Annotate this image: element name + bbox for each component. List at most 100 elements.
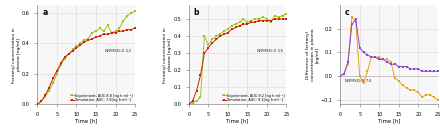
Simulation, AUC: 7.6[ng h ml⁻¹]: (17, 0.46): 7.6[ng h ml⁻¹]: (17, 0.46) — [101, 33, 106, 35]
Simulation, AUC: 7.6[ng h ml⁻¹]: (16, 0.45): 7.6[ng h ml⁻¹]: (16, 0.45) — [97, 35, 103, 37]
Simulation, AUC: 9.1[ng h ml⁻¹]: (3, 0.17): 9.1[ng h ml⁻¹]: (3, 0.17) — [198, 74, 203, 76]
Simulation, AUC: 9.1[ng h ml⁻¹]: (13, 0.46): 9.1[ng h ml⁻¹]: (13, 0.46) — [237, 25, 242, 27]
Experiment, AUC:8.8 [ng h ml⁻¹] — [113, 30, 118, 32]
Experiment, AUC:9.2 [ng h ml⁻¹] — [233, 23, 238, 25]
Line: Simulation, AUC: 7.6[ng h ml⁻¹]: Simulation, AUC: 7.6[ng h ml⁻¹] — [37, 27, 136, 105]
Simulation, AUC: 7.6[ng h ml⁻¹]: (1, 0.02): 7.6[ng h ml⁻¹]: (1, 0.02) — [39, 100, 44, 102]
Simulation, AUC: 7.6[ng h ml⁻¹]: (12, 0.41): 7.6[ng h ml⁻¹]: (12, 0.41) — [82, 41, 87, 43]
Simulation, AUC: 7.6[ng h ml⁻¹]: (5, 0.22): 7.6[ng h ml⁻¹]: (5, 0.22) — [54, 70, 59, 72]
Experiment, AUC:8.8 [ng h ml⁻¹] — [78, 43, 83, 44]
Simulation, AUC: 7.6[ng h ml⁻¹]: (7, 0.31): 7.6[ng h ml⁻¹]: (7, 0.31) — [62, 56, 67, 58]
Simulation, AUC: 9.1[ng h ml⁻¹]: (16, 0.48): 9.1[ng h ml⁻¹]: (16, 0.48) — [249, 22, 254, 23]
Experiment, AUC:8.8 [ng h ml⁻¹] — [70, 49, 75, 50]
Experiment, AUC:9.2 [ng h ml⁻¹] — [245, 22, 250, 23]
Experiment, AUC:8.8 [ng h ml⁻¹] — [105, 24, 110, 26]
X-axis label: Time [h]: Time [h] — [227, 118, 249, 123]
X-axis label: Time [h]: Time [h] — [75, 118, 97, 123]
Simulation, AUC: 9.1[ng h ml⁻¹]: (8, 0.4): 9.1[ng h ml⁻¹]: (8, 0.4) — [217, 35, 223, 37]
Simulation, AUC: 7.6[ng h ml⁻¹]: (23, 0.49): 7.6[ng h ml⁻¹]: (23, 0.49) — [125, 29, 130, 30]
Experiment, AUC:9.2 [ng h ml⁻¹] — [284, 13, 289, 15]
Experiment, AUC:8.8 [ng h ml⁻¹] — [85, 38, 91, 40]
Experiment, AUC:9.2 [ng h ml⁻¹] — [257, 18, 262, 20]
Simulation, AUC: 9.1[ng h ml⁻¹]: (22, 0.5): 9.1[ng h ml⁻¹]: (22, 0.5) — [272, 18, 277, 20]
Line: Experiment, AUC:9.2 [ng h ml⁻¹]: Experiment, AUC:9.2 [ng h ml⁻¹] — [188, 13, 287, 105]
Simulation, AUC: 7.6[ng h ml⁻¹]: (4, 0.17): 7.6[ng h ml⁻¹]: (4, 0.17) — [51, 78, 56, 79]
Experiment, AUC:8.8 [ng h ml⁻¹] — [109, 32, 114, 34]
Simulation, AUC: 9.1[ng h ml⁻¹]: (7, 0.38): 9.1[ng h ml⁻¹]: (7, 0.38) — [213, 39, 219, 40]
Experiment, AUC:9.2 [ng h ml⁻¹] — [225, 28, 231, 30]
Legend: Experiment, AUC:9.2 [ng h ml⁻¹], Simulation, AUC: 9.1[ng h ml⁻¹]: Experiment, AUC:9.2 [ng h ml⁻¹], Simulat… — [221, 93, 285, 103]
Simulation, AUC: 9.1[ng h ml⁻¹]: (9, 0.41): 9.1[ng h ml⁻¹]: (9, 0.41) — [221, 34, 227, 35]
Simulation, AUC: 7.6[ng h ml⁻¹]: (2, 0.06): 7.6[ng h ml⁻¹]: (2, 0.06) — [43, 94, 48, 96]
Simulation, AUC: 9.1[ng h ml⁻¹]: (11, 0.44): 9.1[ng h ml⁻¹]: (11, 0.44) — [229, 28, 235, 30]
Experiment, AUC:9.2 [ng h ml⁻¹] — [253, 18, 258, 20]
Experiment, AUC:9.2 [ng h ml⁻¹] — [221, 30, 227, 32]
Experiment, AUC:9.2 [ng h ml⁻¹] — [249, 20, 254, 21]
Simulation, AUC: 9.1[ng h ml⁻¹]: (1, 0.02): 9.1[ng h ml⁻¹]: (1, 0.02) — [190, 100, 195, 102]
Simulation, AUC: 7.6[ng h ml⁻¹]: (19, 0.47): 7.6[ng h ml⁻¹]: (19, 0.47) — [109, 32, 114, 34]
Experiment, AUC:8.8 [ng h ml⁻¹] — [35, 103, 40, 105]
Experiment, AUC:9.2 [ng h ml⁻¹] — [194, 100, 199, 102]
Simulation, AUC: 7.6[ng h ml⁻¹]: (20, 0.47): 7.6[ng h ml⁻¹]: (20, 0.47) — [113, 32, 118, 34]
Experiment, AUC:9.2 [ng h ml⁻¹] — [229, 25, 235, 27]
Simulation, AUC: 7.6[ng h ml⁻¹]: (13, 0.42): 7.6[ng h ml⁻¹]: (13, 0.42) — [85, 39, 91, 41]
Experiment, AUC:9.2 [ng h ml⁻¹] — [276, 16, 281, 18]
Experiment, AUC:8.8 [ng h ml⁻¹] — [101, 30, 106, 32]
Simulation, AUC: 9.1[ng h ml⁻¹]: (19, 0.49): 9.1[ng h ml⁻¹]: (19, 0.49) — [260, 20, 266, 21]
Simulation, AUC: 7.6[ng h ml⁻¹]: (8, 0.33): 7.6[ng h ml⁻¹]: (8, 0.33) — [66, 53, 71, 55]
Experiment, AUC:8.8 [ng h ml⁻¹] — [132, 11, 138, 12]
Experiment, AUC:8.8 [ng h ml⁻¹] — [121, 20, 126, 21]
Legend: Experiment, AUC:8.8 [ng h ml⁻¹], Simulation, AUC: 7.6[ng h ml⁻¹]: Experiment, AUC:8.8 [ng h ml⁻¹], Simulat… — [70, 93, 133, 103]
Text: c: c — [345, 8, 350, 17]
Simulation, AUC: 9.1[ng h ml⁻¹]: (12, 0.45): 9.1[ng h ml⁻¹]: (12, 0.45) — [233, 27, 238, 28]
Experiment, AUC:8.8 [ng h ml⁻¹] — [47, 90, 52, 91]
Experiment, AUC:8.8 [ng h ml⁻¹] — [39, 100, 44, 102]
Simulation, AUC: 7.6[ng h ml⁻¹]: (18, 0.46): 7.6[ng h ml⁻¹]: (18, 0.46) — [105, 33, 110, 35]
Experiment, AUC:8.8 [ng h ml⁻¹] — [93, 30, 99, 32]
Experiment, AUC:9.2 [ng h ml⁻¹] — [198, 97, 203, 98]
Experiment, AUC:9.2 [ng h ml⁻¹] — [213, 35, 219, 37]
Simulation, AUC: 9.1[ng h ml⁻¹]: (10, 0.42): 9.1[ng h ml⁻¹]: (10, 0.42) — [225, 32, 231, 33]
Y-axis label: Fentanyl concentration in
plasma [ng/ml]: Fentanyl concentration in plasma [ng/ml] — [163, 27, 172, 83]
Experiment, AUC:8.8 [ng h ml⁻¹] — [125, 15, 130, 17]
Y-axis label: Fentanyl concentration in
plasma [ng/ml]: Fentanyl concentration in plasma [ng/ml] — [12, 27, 21, 83]
Simulation, AUC: 7.6[ng h ml⁻¹]: (25, 0.5): 7.6[ng h ml⁻¹]: (25, 0.5) — [132, 27, 138, 29]
Experiment, AUC:8.8 [ng h ml⁻¹] — [97, 27, 103, 29]
Simulation, AUC: 9.1[ng h ml⁻¹]: (15, 0.47): 9.1[ng h ml⁻¹]: (15, 0.47) — [245, 23, 250, 25]
Experiment, AUC:8.8 [ng h ml⁻¹] — [66, 53, 71, 55]
Simulation, AUC: 9.1[ng h ml⁻¹]: (20, 0.49): 9.1[ng h ml⁻¹]: (20, 0.49) — [264, 20, 270, 21]
Simulation, AUC: 7.6[ng h ml⁻¹]: (21, 0.48): 7.6[ng h ml⁻¹]: (21, 0.48) — [117, 30, 122, 32]
Simulation, AUC: 7.6[ng h ml⁻¹]: (15, 0.44): 7.6[ng h ml⁻¹]: (15, 0.44) — [93, 36, 99, 38]
Experiment, AUC:9.2 [ng h ml⁻¹] — [237, 22, 242, 23]
Experiment, AUC:9.2 [ng h ml⁻¹] — [268, 22, 273, 23]
Experiment, AUC:9.2 [ng h ml⁻¹] — [202, 35, 207, 37]
Text: b: b — [194, 8, 199, 17]
Experiment, AUC:9.2 [ng h ml⁻¹] — [260, 16, 266, 18]
Simulation, AUC: 7.6[ng h ml⁻¹]: (3, 0.11): 7.6[ng h ml⁻¹]: (3, 0.11) — [47, 87, 52, 88]
Simulation, AUC: 7.6[ng h ml⁻¹]: (0, 0): 7.6[ng h ml⁻¹]: (0, 0) — [35, 103, 40, 105]
Experiment, AUC:9.2 [ng h ml⁻¹] — [241, 18, 246, 20]
Line: Experiment, AUC:8.8 [ng h ml⁻¹]: Experiment, AUC:8.8 [ng h ml⁻¹] — [37, 10, 136, 105]
Simulation, AUC: 9.1[ng h ml⁻¹]: (17, 0.48): 9.1[ng h ml⁻¹]: (17, 0.48) — [253, 22, 258, 23]
Experiment, AUC:8.8 [ng h ml⁻¹] — [128, 12, 134, 14]
Simulation, AUC: 7.6[ng h ml⁻¹]: (24, 0.49): 7.6[ng h ml⁻¹]: (24, 0.49) — [128, 29, 134, 30]
Simulation, AUC: 7.6[ng h ml⁻¹]: (22, 0.48): 7.6[ng h ml⁻¹]: (22, 0.48) — [121, 30, 126, 32]
Simulation, AUC: 9.1[ng h ml⁻¹]: (24, 0.5): 9.1[ng h ml⁻¹]: (24, 0.5) — [280, 18, 285, 20]
X-axis label: Time [h]: Time [h] — [378, 118, 400, 123]
Experiment, AUC:9.2 [ng h ml⁻¹] — [264, 18, 270, 20]
Experiment, AUC:8.8 [ng h ml⁻¹] — [54, 73, 59, 75]
Simulation, AUC: 9.1[ng h ml⁻¹]: (2, 0.08): 9.1[ng h ml⁻¹]: (2, 0.08) — [194, 90, 199, 91]
Y-axis label: Difference of fentanyl
concentration in plasma
[ng/ml]: Difference of fentanyl concentration in … — [306, 29, 319, 81]
Text: NRMSD:0.12: NRMSD:0.12 — [105, 49, 132, 53]
Experiment, AUC:9.2 [ng h ml⁻¹] — [272, 15, 277, 16]
Simulation, AUC: 9.1[ng h ml⁻¹]: (23, 0.5): 9.1[ng h ml⁻¹]: (23, 0.5) — [276, 18, 281, 20]
Simulation, AUC: 7.6[ng h ml⁻¹]: (10, 0.37): 7.6[ng h ml⁻¹]: (10, 0.37) — [74, 47, 79, 49]
Experiment, AUC:8.8 [ng h ml⁻¹] — [74, 46, 79, 47]
Simulation, AUC: 9.1[ng h ml⁻¹]: (14, 0.47): 9.1[ng h ml⁻¹]: (14, 0.47) — [241, 23, 246, 25]
Simulation, AUC: 9.1[ng h ml⁻¹]: (6, 0.36): 9.1[ng h ml⁻¹]: (6, 0.36) — [209, 42, 215, 44]
Text: NRMSD:0.15: NRMSD:0.15 — [256, 49, 283, 53]
Experiment, AUC:9.2 [ng h ml⁻¹] — [209, 39, 215, 40]
Experiment, AUC:8.8 [ng h ml⁻¹] — [58, 64, 63, 65]
Simulation, AUC: 7.6[ng h ml⁻¹]: (9, 0.35): 7.6[ng h ml⁻¹]: (9, 0.35) — [70, 50, 75, 52]
Text: NRMSD:0.74: NRMSD:0.74 — [345, 79, 372, 82]
